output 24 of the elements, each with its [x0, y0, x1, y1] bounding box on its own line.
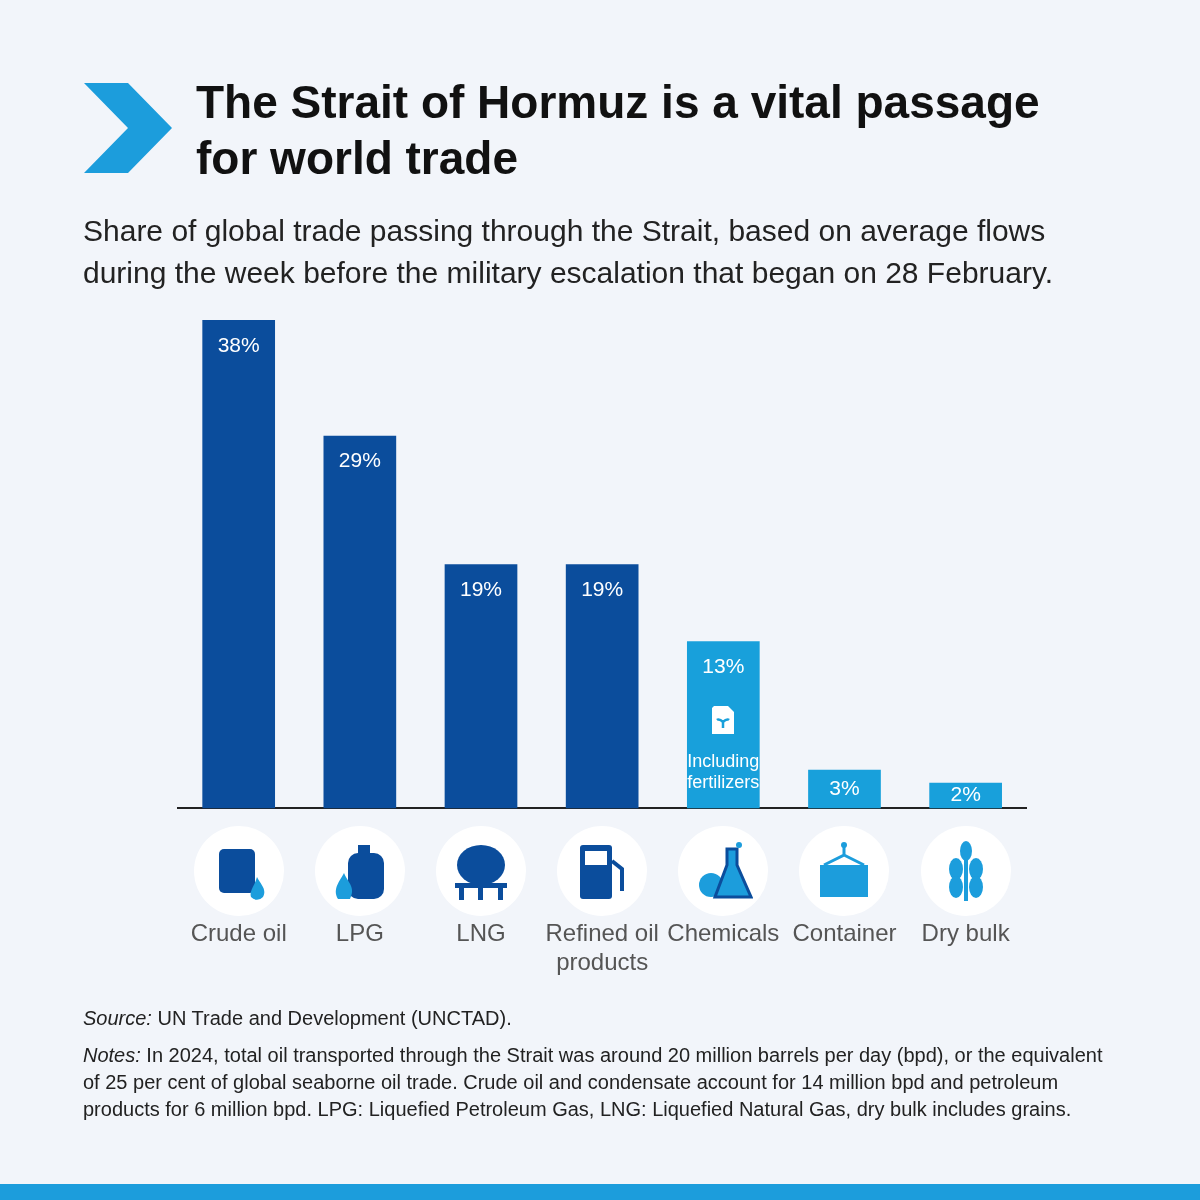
- x-tick-label: Dry bulk: [921, 919, 1011, 947]
- x-tick-label: Container: [792, 919, 897, 947]
- x-tick-label: LPG: [335, 919, 384, 947]
- data-label: 29%: [338, 448, 381, 472]
- bar: [323, 435, 397, 809]
- bar: [565, 564, 639, 809]
- chart-title: The Strait of Hormuz is a vital passage for world trade: [196, 75, 1041, 186]
- data-label: 19%: [459, 577, 503, 600]
- data-label: 3%: [829, 775, 860, 799]
- data-label: 13%: [702, 654, 745, 678]
- x-tick-label: Crude oil: [190, 919, 287, 947]
- source-note: Source: UN Trade and Development (UNCTAD).: [83, 1006, 513, 1031]
- x-tick-label: Chemicals: [667, 919, 780, 947]
- data-label: 38%: [217, 332, 260, 356]
- x-tick-label: Refined oil products: [545, 919, 659, 976]
- data-label: 2%: [950, 782, 981, 806]
- bar: [202, 320, 276, 809]
- text: Notes: In 2024, total oil transported through the Strait was around 20 million barrels per day (bpd), or the equivalent of 25 per cent of global seaborne oil trade. Crude oil and condensate account for 14 million bpd and petroleum products for 6 million bpd. LPG: Liquefied Petroleum Gas, LNG: Liquefied Natural Gas, dry bulk includes grains.: [83, 1043, 1104, 1122]
- bar: [808, 769, 881, 809]
- annotation: Including fertilizers: [687, 750, 760, 792]
- x-tick-label: LNG: [456, 919, 506, 947]
- data-label: 19%: [581, 577, 624, 600]
- chart-subtitle: Share of global trade passing through the Strait, based on average flows during the week before the military escalation that began on 28 February.: [83, 213, 1055, 291]
- bar: [444, 564, 518, 809]
